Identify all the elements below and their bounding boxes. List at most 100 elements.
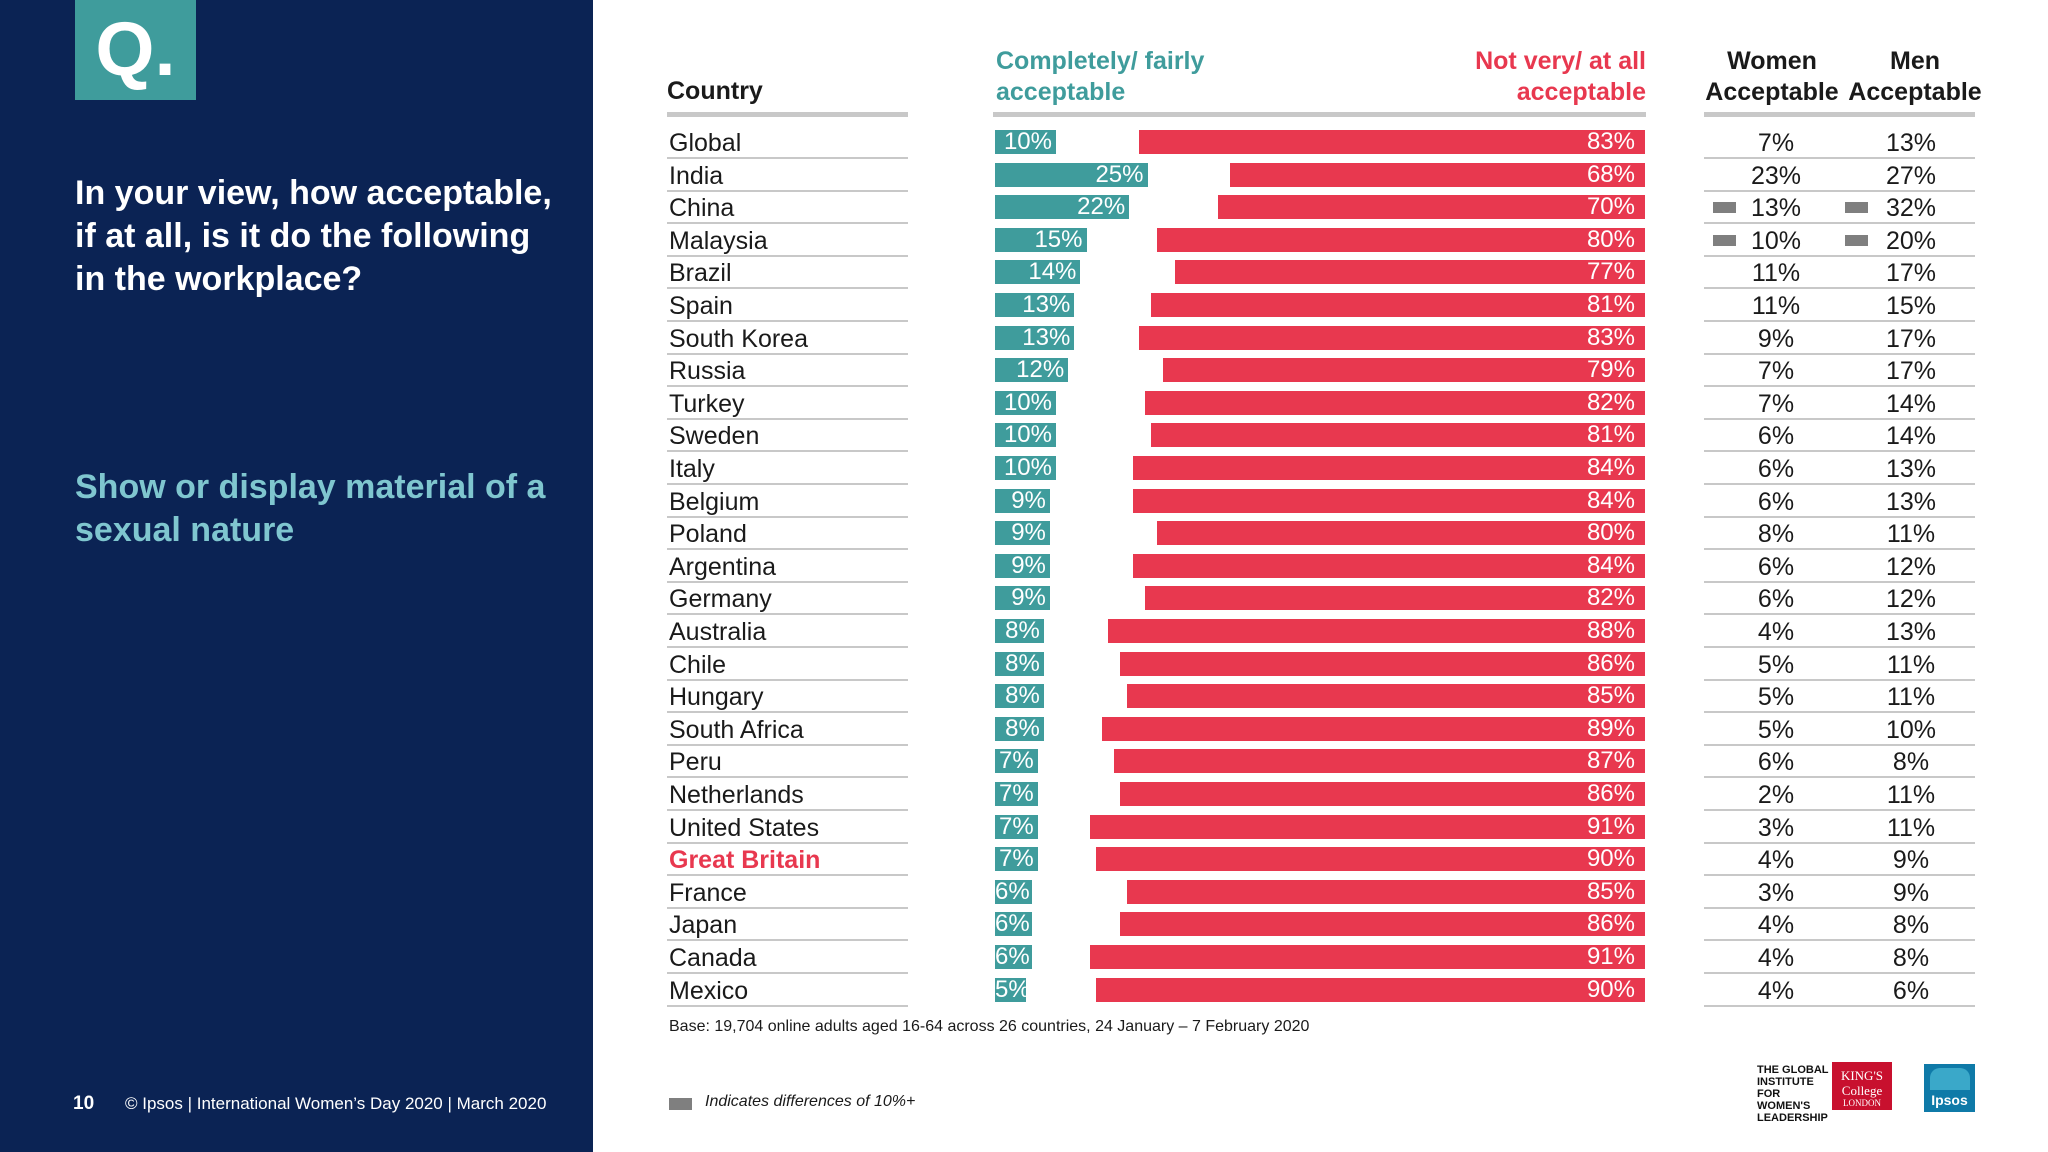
row-separator	[667, 417, 908, 420]
men-acceptable-value: 13%	[1885, 455, 1937, 483]
row-separator	[667, 1004, 908, 1007]
row-separator	[667, 678, 908, 681]
difference-flag-icon	[1713, 234, 1736, 246]
country-label: France	[669, 878, 747, 907]
country-label: Russia	[669, 357, 746, 386]
kings-college-logo: KING'S College LONDON	[1832, 1062, 1892, 1110]
women-acceptable-value: 9%	[1757, 324, 1795, 353]
row-separator	[1704, 548, 1975, 551]
men-acceptable-value: 17%	[1885, 259, 1937, 288]
bar-acceptable: 10%	[995, 390, 1056, 415]
bar-not-acceptable: 85%	[1126, 879, 1645, 904]
row-separator	[667, 711, 908, 714]
ipsos-logo: Ipsos	[1924, 1064, 1975, 1112]
bar-acceptable: 12%	[995, 358, 1069, 383]
country-label: Japan	[669, 911, 738, 940]
country-label: Poland	[669, 520, 747, 549]
row-separator	[1704, 352, 1975, 355]
question-text: In your view, how acceptable, if at all,…	[75, 174, 552, 298]
ipsos-logo-label: Ipsos	[1931, 1092, 1968, 1108]
country-label: Peru	[669, 748, 722, 777]
bar-not-acceptable: 91%	[1089, 814, 1645, 839]
left-panel: Q. In your view, how acceptable, if at a…	[0, 0, 593, 1152]
bar-acceptable: 13%	[995, 293, 1075, 317]
bar-not-acceptable: 86%	[1120, 912, 1645, 937]
bar-not-acceptable: 88%	[1108, 619, 1645, 643]
women-acceptable-value: 5%	[1757, 650, 1795, 679]
header-rule-country	[667, 112, 908, 117]
row-separator	[1704, 417, 1975, 420]
country-label: Great Britain	[669, 846, 821, 875]
country-label: Italy	[669, 455, 715, 483]
bar-acceptable: 9%	[995, 586, 1050, 611]
header-not-acceptable: Not very/ at all acceptable	[1475, 47, 1646, 106]
women-acceptable-value: 3%	[1757, 813, 1795, 842]
women-acceptable-value: 6%	[1757, 748, 1795, 777]
bar-acceptable: 6%	[995, 943, 1032, 970]
bar-not-acceptable: 82%	[1144, 390, 1645, 415]
country-label: Spain	[669, 292, 733, 320]
bar-acceptable: 25%	[995, 162, 1148, 187]
country-label: Turkey	[669, 389, 745, 418]
row-separator	[667, 743, 908, 746]
row-separator	[667, 776, 908, 779]
bar-acceptable: 15%	[995, 227, 1087, 252]
country-label: Germany	[669, 585, 772, 614]
country-label: Sweden	[669, 422, 760, 451]
women-acceptable-value: 4%	[1757, 976, 1795, 1005]
bar-acceptable: 8%	[995, 716, 1044, 741]
women-acceptable-value: 13%	[1750, 194, 1802, 223]
bar-acceptable: 7%	[995, 749, 1038, 774]
men-acceptable-value: 14%	[1885, 389, 1937, 418]
bar-not-acceptable: 68%	[1230, 162, 1645, 187]
row-separator	[1704, 515, 1975, 518]
women-acceptable-value: 10%	[1750, 226, 1802, 255]
country-label: China	[669, 194, 735, 223]
row-separator	[667, 841, 908, 844]
country-label: Malaysia	[669, 226, 768, 255]
men-acceptable-value: 11%	[1886, 520, 1936, 549]
men-acceptable-value: 11%	[1886, 781, 1936, 809]
bar-not-acceptable: 84%	[1132, 488, 1645, 513]
bar-acceptable: 7%	[995, 814, 1038, 839]
bar-acceptable: 6%	[995, 877, 1032, 905]
men-acceptable-value: 13%	[1885, 487, 1937, 516]
men-acceptable-value: 11%	[1886, 813, 1936, 842]
header-rule-bars	[993, 112, 1646, 117]
row-separator	[667, 874, 908, 877]
bar-not-acceptable: 85%	[1126, 684, 1645, 709]
country-label: Argentina	[669, 552, 777, 581]
row-separator	[667, 646, 908, 648]
bar-not-acceptable: 77%	[1175, 260, 1645, 285]
country-label: Mexico	[669, 976, 749, 1005]
bar-acceptable: 9%	[995, 553, 1050, 578]
row-separator	[1704, 385, 1975, 388]
women-acceptable-value: 4%	[1757, 846, 1795, 875]
bar-acceptable: 14%	[995, 260, 1081, 285]
women-acceptable-value: 23%	[1750, 161, 1802, 190]
men-acceptable-value: 9%	[1892, 846, 1930, 875]
bar-acceptable: 8%	[995, 684, 1044, 709]
country-label: United States	[669, 813, 820, 842]
row-separator	[1704, 157, 1975, 159]
giwl-logo: THE GLOBAL INSTITUTE FOR WOMEN'S LEADERS…	[1757, 1064, 1829, 1124]
men-acceptable-value: 8%	[1892, 911, 1930, 940]
row-separator	[1704, 1004, 1975, 1007]
country-label: Brazil	[669, 259, 732, 288]
ipsos-logo-mark	[1930, 1068, 1970, 1090]
country-label: South Africa	[669, 715, 804, 744]
men-acceptable-value: 15%	[1885, 292, 1937, 320]
bar-not-acceptable: 83%	[1138, 130, 1645, 154]
row-separator	[667, 254, 908, 257]
women-acceptable-value: 2%	[1757, 781, 1795, 809]
difference-flag-icon	[1845, 234, 1868, 246]
country-label: Global	[669, 129, 742, 157]
men-acceptable-value: 12%	[1885, 585, 1937, 614]
bar-acceptable: 10%	[995, 423, 1056, 448]
bar-acceptable: 5%	[995, 975, 1030, 1003]
bar-not-acceptable: 84%	[1132, 456, 1645, 480]
men-acceptable-value: 32%	[1885, 194, 1937, 223]
row-separator	[667, 385, 908, 388]
women-acceptable-value: 11%	[1751, 259, 1801, 288]
row-separator	[667, 809, 908, 811]
